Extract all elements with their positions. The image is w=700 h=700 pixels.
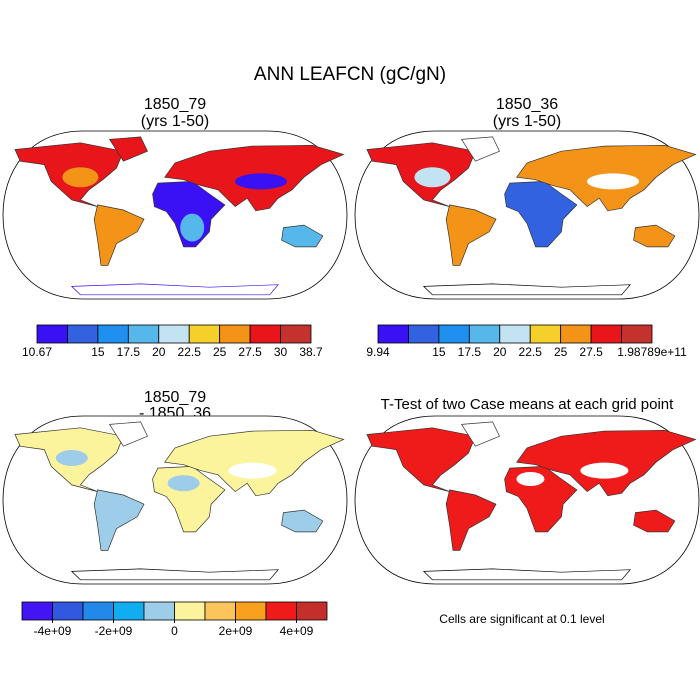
panel-title: 1850_36 (496, 96, 558, 113)
colorbar-label: 30 (274, 345, 288, 359)
colorbar-label: -2e+09 (95, 624, 133, 638)
map (354, 130, 700, 300)
figure-title: ANN LEAFCN (gC/gN) (254, 64, 446, 85)
continent (422, 568, 631, 581)
colorbar-box (296, 601, 328, 621)
colorbar-box (188, 324, 221, 344)
continent (633, 224, 676, 248)
map (354, 415, 700, 585)
colorbar-label: 22.5 (178, 345, 202, 359)
colorbar-box (113, 601, 145, 621)
colorbar-label: 10.67 (22, 345, 52, 359)
colorbar-label: 9.94 (366, 345, 390, 359)
colorbar-box (143, 601, 175, 621)
colorbar-box (249, 324, 281, 344)
panel-title: 1850_79 (144, 96, 206, 113)
panel-title: (yrs 1-50) (493, 113, 561, 130)
continent (460, 136, 500, 162)
colorbar-label: 38.7 (299, 345, 323, 359)
panel-title: 1850_79 (144, 389, 206, 406)
continent (445, 204, 497, 266)
colorbar-box (621, 324, 653, 344)
colorbar-label: 20 (493, 345, 507, 359)
colorbar-label: 25 (213, 345, 227, 359)
continent (152, 181, 226, 248)
colorbar-label: 22.5 (519, 345, 543, 359)
continent (93, 204, 145, 266)
map-region (532, 213, 557, 242)
map (2, 415, 348, 585)
continent (281, 224, 324, 248)
map-region (580, 462, 629, 479)
colorbar-box (174, 601, 206, 621)
continent (93, 489, 145, 551)
colorbar-box (67, 324, 99, 344)
continent (460, 421, 500, 447)
colorbar-label: 0 (171, 624, 178, 638)
map-region (414, 167, 451, 188)
colorbar-box (36, 324, 68, 344)
colorbar-box (97, 324, 129, 344)
map-region (62, 167, 99, 188)
continent (108, 421, 148, 447)
colorbar-label: 17.5 (117, 345, 141, 359)
colorbar-box (204, 601, 236, 621)
continent (422, 283, 631, 296)
continent (281, 509, 324, 533)
map-region (180, 213, 205, 242)
panel-title: (yrs 1-50) (141, 113, 209, 130)
colorbar-box (560, 324, 592, 344)
colorbar-box (280, 324, 312, 344)
continent (445, 489, 497, 551)
colorbar-box (219, 324, 251, 344)
map-region (228, 462, 277, 479)
colorbar-box (408, 324, 440, 344)
colorbar-label: 27.5 (579, 345, 603, 359)
panel-note: Cells are significant at 0.1 level (439, 612, 604, 626)
colorbar-label: 20 (152, 345, 166, 359)
colorbar-box (438, 324, 470, 344)
colorbar-label: 1.98789e+11 (617, 345, 687, 359)
colorbar-box (235, 601, 267, 621)
map-region (516, 472, 545, 486)
colorbar-box (377, 324, 409, 344)
colorbar-label: 27.5 (238, 345, 262, 359)
map (2, 130, 348, 300)
colorbar-box (499, 324, 531, 344)
panel-title: T-Test of two Case means at each grid po… (381, 396, 674, 413)
continent (70, 568, 279, 581)
colorbar-box (590, 324, 622, 344)
continent (108, 136, 148, 162)
continent (504, 181, 578, 248)
colorbar-box (21, 601, 53, 621)
colorbar-label: 17.5 (458, 345, 482, 359)
map-region (587, 173, 639, 190)
colorbar-label: 2e+09 (219, 624, 253, 638)
colorbar-label: 4e+09 (280, 624, 314, 638)
continent (633, 509, 676, 533)
colorbar-box (158, 324, 190, 344)
map-region (167, 475, 200, 492)
colorbar-box (127, 324, 160, 344)
colorbar-label: 15 (91, 345, 105, 359)
map-region (235, 173, 287, 190)
colorbar-box (52, 601, 84, 621)
colorbar-box (468, 324, 501, 344)
map-region (55, 450, 88, 466)
colorbar-box (82, 601, 114, 621)
colorbar-label: 25 (554, 345, 568, 359)
colorbar-label: -4e+09 (34, 624, 72, 638)
colorbar-label: 15 (432, 345, 446, 359)
continent (70, 283, 279, 296)
colorbar-box (529, 324, 562, 344)
colorbar-box (265, 601, 297, 621)
